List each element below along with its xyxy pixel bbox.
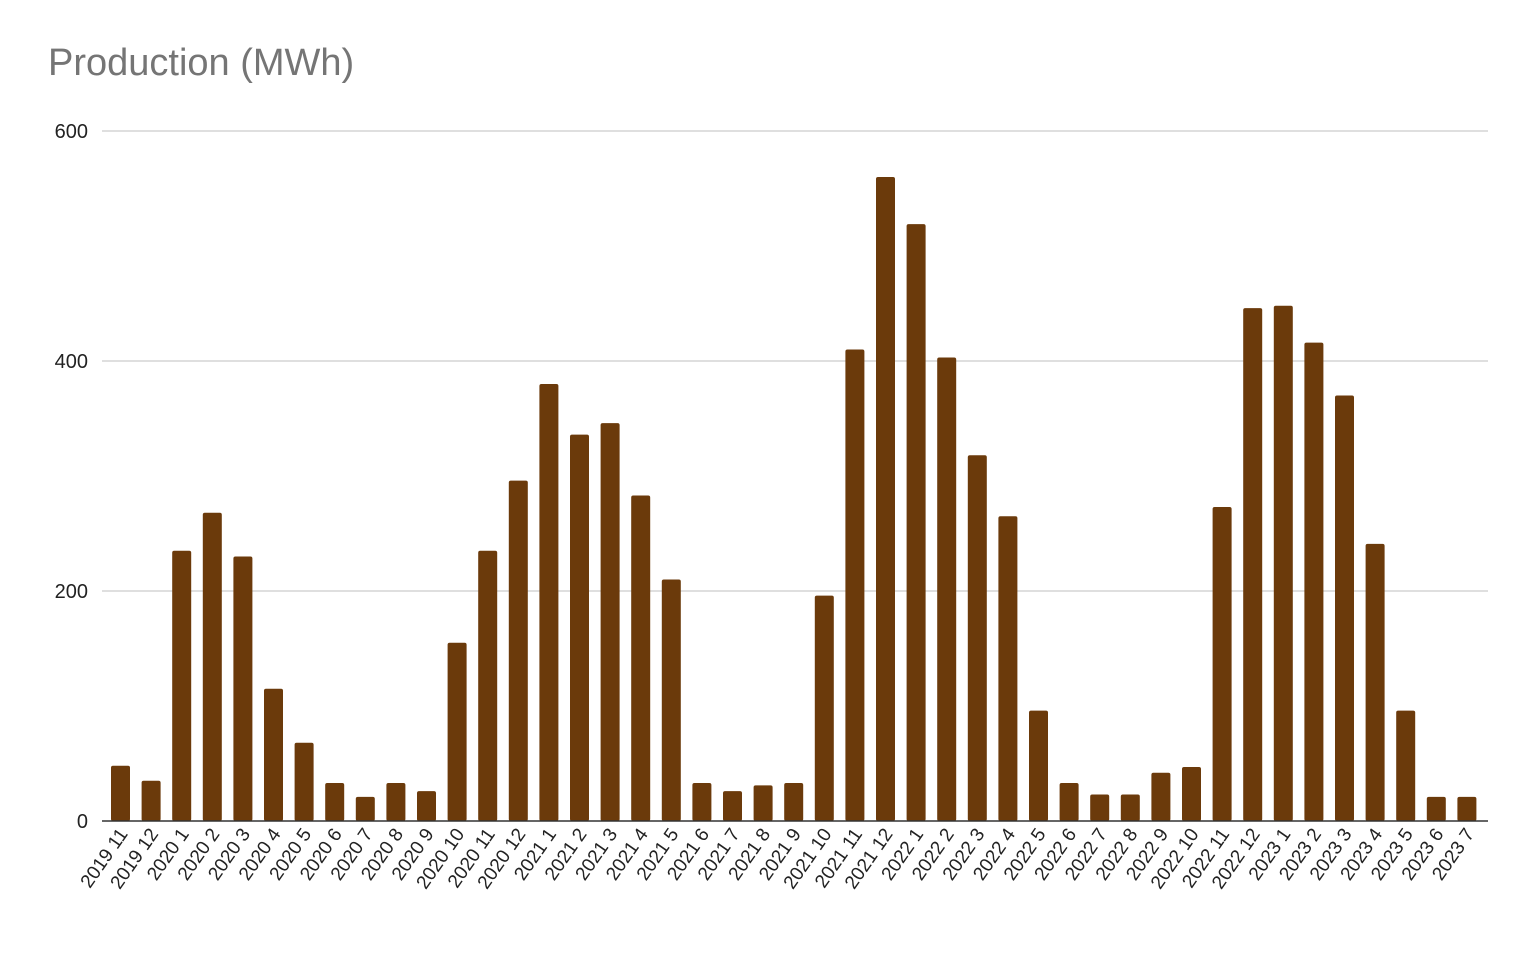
- bar: [937, 357, 957, 821]
- bar: [784, 783, 804, 821]
- bar: [478, 550, 498, 821]
- bar: [1457, 796, 1477, 821]
- bar: [814, 595, 834, 821]
- bar: [1304, 342, 1324, 821]
- bar: [1426, 796, 1446, 821]
- bar: [141, 780, 161, 821]
- bar: [355, 796, 375, 821]
- bar: [294, 742, 314, 821]
- bar: [1120, 794, 1140, 821]
- bar: [1273, 305, 1293, 821]
- y-tick-label: 400: [55, 351, 88, 373]
- bar: [1396, 710, 1416, 821]
- bar: [233, 556, 253, 821]
- bar: [111, 765, 130, 821]
- bar: [845, 349, 865, 821]
- chart-title: Production (MWh): [48, 42, 355, 84]
- bar: [539, 384, 559, 821]
- y-tick-label: 200: [55, 581, 88, 603]
- y-axis-ticks: 0 200 400 600: [55, 121, 88, 833]
- bar: [1365, 543, 1385, 821]
- bar: [202, 512, 222, 821]
- bar: [264, 688, 283, 821]
- bar: [1151, 772, 1171, 821]
- bar: [906, 224, 926, 821]
- bar: [1212, 507, 1232, 821]
- bar: [998, 516, 1018, 821]
- bar: [1335, 395, 1354, 821]
- bar: [172, 550, 192, 821]
- bar: [325, 783, 345, 821]
- y-tick-label: 600: [55, 121, 88, 143]
- bars: [111, 177, 1477, 822]
- bar: [1182, 766, 1201, 821]
- bar: [570, 434, 589, 821]
- bar: [508, 480, 528, 821]
- bar: [417, 791, 436, 821]
- bar: [1090, 794, 1110, 821]
- bar: [600, 423, 620, 821]
- bar: [1243, 308, 1263, 822]
- bar: [386, 783, 406, 821]
- bar: [1059, 783, 1079, 821]
- bar: [692, 783, 712, 821]
- bar: [876, 177, 895, 821]
- bar: [967, 455, 987, 821]
- bar: [753, 785, 773, 821]
- bar: [447, 642, 467, 821]
- bar: [1029, 710, 1048, 821]
- bar: [631, 495, 651, 821]
- y-tick-label: 0: [77, 811, 88, 833]
- bar: [723, 791, 742, 821]
- bar: [661, 579, 681, 821]
